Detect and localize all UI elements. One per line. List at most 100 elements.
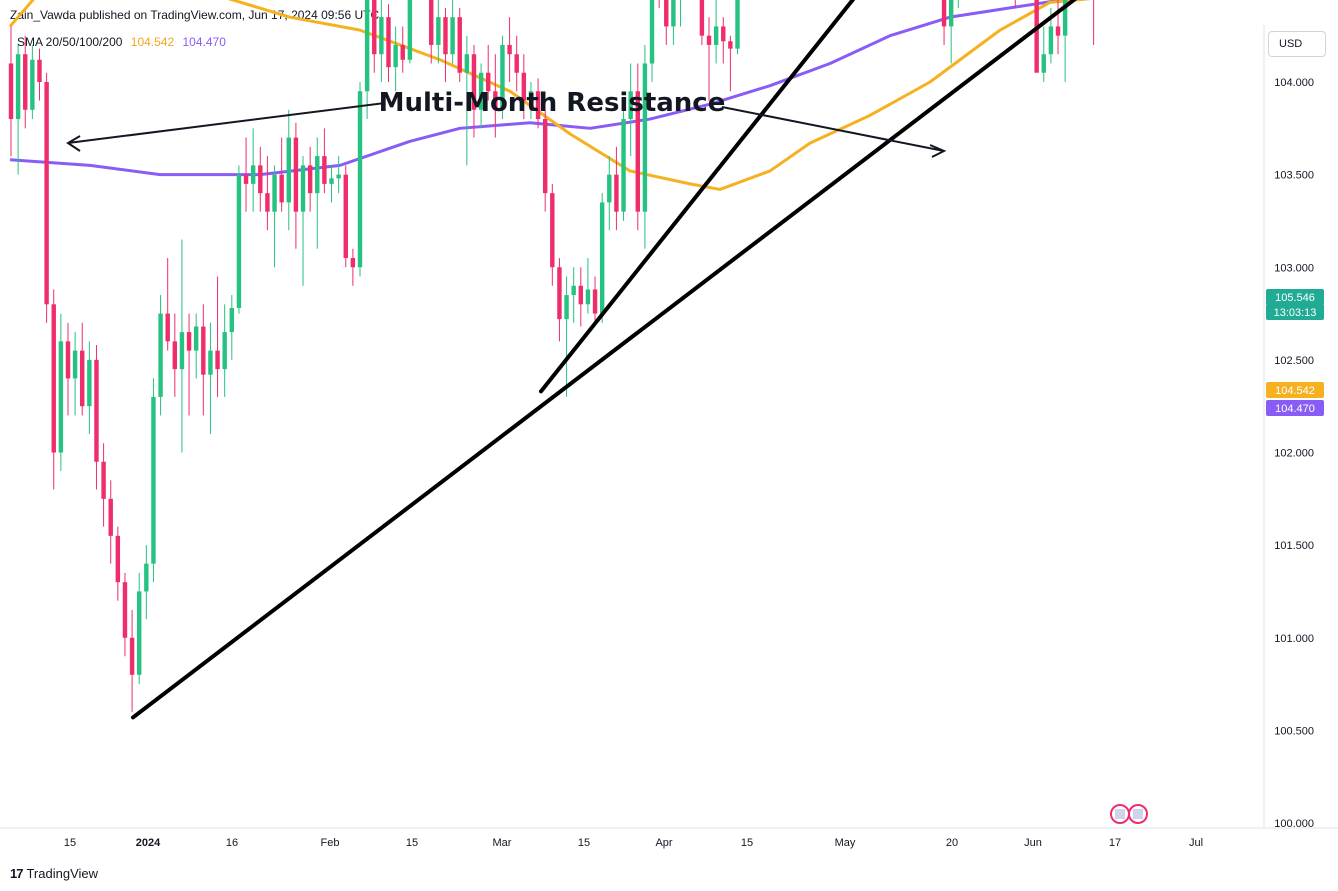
candle[interactable] [478, 63, 484, 129]
candle[interactable] [151, 378, 156, 583]
event-flag-icon[interactable] [1128, 804, 1148, 824]
trendline-0[interactable] [131, 0, 1265, 720]
candle[interactable] [186, 313, 192, 416]
candle[interactable] [657, 0, 661, 8]
candle[interactable] [8, 26, 14, 157]
candle[interactable] [664, 0, 669, 45]
candle[interactable] [315, 137, 320, 249]
candle[interactable] [621, 100, 626, 221]
price-badge-sma_orange[interactable]: 104.542 [1266, 382, 1324, 398]
candle[interactable] [272, 165, 277, 268]
candle[interactable] [564, 276, 569, 397]
candle[interactable] [599, 193, 605, 323]
candle[interactable] [592, 276, 598, 323]
candle[interactable] [550, 183, 555, 286]
candle[interactable] [1041, 26, 1046, 82]
candle[interactable] [542, 109, 548, 212]
candle[interactable] [571, 267, 576, 323]
candle[interactable] [493, 54, 498, 138]
sma-legend[interactable]: SMA 20/50/100/200 104.542 104.470 [17, 35, 226, 49]
price-badge-sma_purple[interactable]: 104.470 [1266, 400, 1324, 416]
candle[interactable] [1034, 0, 1039, 73]
candle[interactable] [436, 0, 441, 64]
candle[interactable] [500, 35, 505, 120]
candle[interactable] [158, 295, 163, 416]
candle[interactable] [329, 165, 334, 203]
candle[interactable] [136, 572, 142, 685]
candle[interactable] [407, 0, 413, 64]
candle[interactable] [80, 322, 85, 416]
candle[interactable] [721, 17, 726, 64]
price-badge-last[interactable]: 105.546 [1266, 289, 1324, 305]
candle[interactable] [23, 35, 28, 129]
candle[interactable] [336, 156, 341, 194]
candle[interactable] [44, 72, 49, 323]
candle[interactable] [948, 0, 954, 64]
candle[interactable] [642, 44, 648, 249]
currency-selector[interactable]: USD [1268, 31, 1326, 57]
candle[interactable] [443, 7, 448, 82]
candle[interactable] [293, 122, 299, 249]
candle[interactable] [364, 0, 370, 120]
candle[interactable] [941, 0, 947, 45]
trendline-1[interactable] [539, 0, 1100, 394]
candle[interactable] [243, 137, 249, 212]
candle[interactable] [307, 146, 313, 212]
candle[interactable] [393, 26, 398, 92]
candle[interactable] [678, 0, 682, 27]
candle[interactable] [386, 4, 391, 82]
candle[interactable] [429, 0, 434, 64]
candle[interactable] [236, 165, 242, 314]
tradingview-logo[interactable]: 17 TradingView [10, 866, 98, 881]
price-badge-countdown[interactable]: 13:03:13 [1266, 304, 1324, 320]
candle[interactable] [699, 0, 705, 45]
candle[interactable] [286, 109, 291, 231]
candle[interactable] [649, 0, 655, 82]
annotation-label[interactable]: Multi-Month Resistance [379, 88, 726, 118]
candle[interactable] [400, 26, 405, 73]
candle[interactable] [507, 17, 512, 82]
candle[interactable] [165, 257, 170, 351]
candle[interactable] [201, 304, 206, 416]
candle[interactable] [635, 63, 640, 231]
candle[interactable] [735, 0, 740, 55]
candle[interactable] [585, 257, 591, 314]
candle[interactable] [279, 137, 284, 212]
candle[interactable] [379, 0, 384, 82]
candle[interactable] [322, 128, 327, 194]
candle[interactable] [229, 295, 235, 360]
candle[interactable] [208, 322, 213, 434]
candle[interactable] [471, 44, 477, 138]
candle[interactable] [51, 289, 56, 490]
candle[interactable] [108, 480, 113, 564]
candle[interactable] [956, 0, 960, 8]
candle[interactable] [265, 156, 270, 231]
candle[interactable] [300, 156, 306, 286]
candle[interactable] [250, 128, 256, 212]
candle[interactable] [129, 609, 135, 712]
candle[interactable] [58, 313, 64, 472]
candle[interactable] [193, 313, 199, 379]
candle[interactable] [535, 78, 541, 129]
candle[interactable] [671, 0, 676, 45]
candle[interactable] [713, 0, 719, 64]
candle[interactable] [457, 7, 462, 82]
candle[interactable] [258, 146, 263, 212]
candle[interactable] [101, 443, 106, 527]
candle[interactable] [1055, 0, 1061, 55]
candle[interactable] [578, 267, 584, 327]
candle[interactable] [222, 304, 227, 397]
candle[interactable] [514, 35, 519, 92]
candle[interactable] [179, 239, 185, 453]
candle[interactable] [144, 545, 149, 620]
candle[interactable] [557, 257, 562, 342]
candle[interactable] [607, 156, 612, 231]
candle[interactable] [65, 322, 71, 416]
candle[interactable] [343, 165, 348, 268]
candle[interactable] [87, 341, 92, 434]
candle[interactable] [15, 44, 21, 175]
candle[interactable] [72, 332, 78, 416]
candle[interactable] [528, 82, 534, 120]
candle[interactable] [1062, 0, 1068, 82]
